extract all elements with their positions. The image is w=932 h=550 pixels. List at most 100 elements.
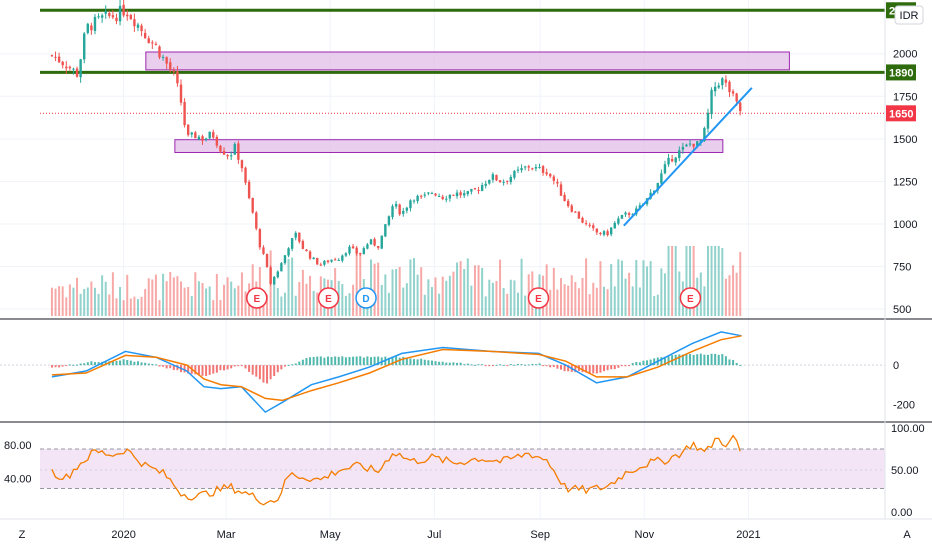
- volume-bar: [581, 277, 584, 316]
- macd-histogram-bar: [352, 356, 355, 366]
- macd-histogram-bar: [344, 357, 347, 366]
- volume-bar: [50, 287, 53, 316]
- earnings-marker[interactable]: [317, 287, 340, 309]
- macd-histogram-bar: [420, 358, 423, 366]
- volume-bar: [126, 274, 129, 316]
- currency-badge[interactable]: [894, 5, 924, 25]
- macd-histogram-bar: [499, 364, 502, 366]
- macd-histogram-bar: [585, 365, 588, 373]
- candle-body: [369, 239, 373, 245]
- auto-scale-button[interactable]: A: [903, 529, 911, 541]
- candle-body: [197, 136, 201, 140]
- macd-histogram-bar: [448, 362, 451, 366]
- volume-bar: [524, 295, 527, 316]
- earnings-marker[interactable]: [679, 287, 702, 309]
- candle-body: [592, 225, 595, 229]
- macd-histogram-bar: [660, 357, 663, 366]
- volume-bar: [567, 285, 570, 316]
- volume-bar: [520, 258, 523, 316]
- candle-body: [208, 131, 211, 139]
- candle-body: [696, 141, 699, 146]
- volume-bar: [653, 296, 656, 316]
- macd-histogram-bar: [294, 363, 297, 366]
- candle-body: [531, 168, 534, 170]
- macd-histogram-bar: [136, 361, 139, 366]
- candle-body: [86, 23, 89, 33]
- earnings-marker[interactable]: [527, 287, 550, 309]
- candle-body: [387, 216, 391, 225]
- macd-histogram-bar: [97, 362, 100, 366]
- volume-bar: [151, 279, 154, 316]
- macd-histogram-bar: [441, 361, 444, 366]
- candle-body: [459, 192, 462, 196]
- candle-body: [599, 232, 602, 235]
- volume-bar: [739, 251, 742, 316]
- macd-histogram-bar: [714, 353, 717, 366]
- candle-body: [552, 176, 556, 181]
- candle-body: [735, 93, 738, 102]
- macd-histogram-bar: [405, 358, 408, 366]
- volume-bar: [656, 294, 659, 316]
- volume-bar: [592, 282, 595, 316]
- candle-body: [165, 57, 168, 64]
- macd-histogram-bar: [283, 365, 286, 367]
- macd-histogram-bar: [319, 356, 322, 366]
- macd-histogram-bar: [463, 364, 466, 366]
- dividend-marker[interactable]: [355, 287, 377, 309]
- macd-histogram-bar: [409, 358, 412, 366]
- zoom-button[interactable]: Z: [19, 529, 26, 541]
- volume-bar: [266, 294, 269, 316]
- candle-body: [222, 151, 226, 155]
- volume-bar: [129, 298, 132, 316]
- uptrend-line: [623, 87, 753, 227]
- volume-bar: [169, 271, 172, 316]
- candle-body: [240, 160, 244, 169]
- macd-histogram-bar: [266, 365, 269, 384]
- earnings-marker[interactable]: [246, 287, 268, 309]
- macd-histogram-bar: [438, 361, 441, 366]
- candle-body: [72, 68, 75, 70]
- volume-bar: [732, 265, 735, 316]
- candle-body: [731, 91, 735, 94]
- macd-histogram-bar: [495, 364, 498, 366]
- macd-histogram-bar: [341, 356, 344, 366]
- candle-body: [405, 207, 409, 211]
- candle-body: [359, 253, 362, 255]
- candle-body: [559, 184, 563, 196]
- macd-histogram-bar: [689, 354, 692, 366]
- candle-body: [269, 267, 272, 284]
- candle-body: [520, 168, 523, 171]
- candle-body: [276, 271, 279, 278]
- candle-body: [402, 211, 405, 214]
- volume-bar: [452, 271, 455, 316]
- volume-bar: [373, 263, 376, 316]
- volume-bar: [301, 269, 304, 316]
- macd-tick-label: 0: [893, 360, 899, 372]
- volume-bar: [147, 278, 150, 316]
- candle-body: [574, 211, 577, 213]
- candle-body: [143, 32, 147, 39]
- macd-histogram-bar: [140, 362, 143, 366]
- candle-body: [229, 155, 233, 157]
- volume-bar: [473, 265, 476, 316]
- candle-body: [452, 194, 455, 196]
- candle-body: [140, 25, 143, 32]
- event-marker-label: E: [687, 294, 694, 305]
- macd-histogram-bar: [219, 365, 222, 371]
- macd-histogram-bar: [603, 365, 606, 372]
- macd-histogram-bar: [194, 365, 197, 375]
- candle-body: [172, 70, 176, 72]
- candle-body: [151, 42, 154, 44]
- volume-bar: [93, 287, 96, 316]
- macd-histogram-bar: [588, 365, 591, 374]
- candle-body: [656, 182, 659, 191]
- candle-body: [620, 214, 624, 219]
- candle-body: [423, 194, 426, 196]
- macd-histogram-bar: [287, 364, 290, 366]
- volume-bar: [506, 293, 509, 316]
- macd-histogram-bar: [549, 365, 552, 368]
- candle-body: [681, 146, 685, 150]
- macd-histogram-bar: [506, 365, 509, 367]
- candle-body: [495, 175, 498, 181]
